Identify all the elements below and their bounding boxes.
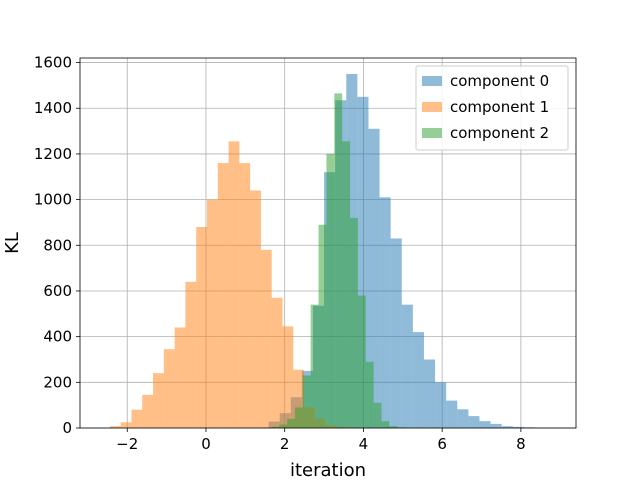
legend-entry-label: component 0 xyxy=(450,72,549,90)
x-tick-label: 0 xyxy=(201,435,211,453)
y-axis-label: KL xyxy=(2,232,23,254)
y-tick-label: 1200 xyxy=(34,145,72,163)
histogram-bar xyxy=(302,375,311,428)
legend-swatch xyxy=(422,102,442,112)
x-axis-label: iteration xyxy=(290,460,366,480)
histogram-bar xyxy=(163,349,175,428)
histogram-bar xyxy=(381,421,390,428)
histogram-bar xyxy=(326,153,335,429)
legend-entry-label: component 1 xyxy=(450,98,549,116)
x-tick-label: 8 xyxy=(516,435,526,453)
histogram-bar xyxy=(120,422,132,428)
x-tick-label: 2 xyxy=(280,435,290,453)
histogram-bar xyxy=(373,402,382,428)
histogram-bar xyxy=(260,249,272,428)
histogram-bar xyxy=(310,304,319,428)
histogram-bar xyxy=(412,332,424,428)
y-tick-label: 800 xyxy=(43,236,72,254)
histogram-bar xyxy=(271,426,280,428)
histogram-bar xyxy=(250,190,261,428)
histogram-bar xyxy=(365,361,374,428)
histogram-bar xyxy=(206,199,218,428)
x-tick-label: 6 xyxy=(437,435,447,453)
x-tick-label: −2 xyxy=(116,435,138,453)
histogram-bar xyxy=(279,424,288,428)
histogram-bar xyxy=(228,141,240,428)
histogram-bar xyxy=(350,217,358,428)
histogram-bar xyxy=(368,128,380,428)
histogram-bar xyxy=(357,96,369,429)
histogram-bar xyxy=(142,394,154,428)
histogram-bar xyxy=(357,295,366,428)
histogram-bar xyxy=(287,418,295,428)
histogram-bar xyxy=(423,359,436,428)
histogram-bar xyxy=(131,409,143,428)
histogram-bar xyxy=(457,409,469,428)
histogram-bar xyxy=(446,400,458,428)
legend-box xyxy=(415,65,569,151)
histogram-bar xyxy=(293,369,305,428)
series-2-bars xyxy=(271,93,406,429)
legend-swatch xyxy=(422,128,442,138)
histogram-bar xyxy=(217,163,229,429)
histogram-bar xyxy=(490,423,502,428)
histogram-bar xyxy=(401,304,413,428)
histogram-bar xyxy=(512,426,524,428)
y-tick-label: 600 xyxy=(43,282,72,300)
histogram-bar xyxy=(342,141,351,428)
y-tick-label: 1600 xyxy=(34,54,72,72)
histogram-bar xyxy=(389,426,398,428)
histogram-bar xyxy=(318,224,327,428)
histogram-bar xyxy=(479,421,491,428)
y-tick-label: 400 xyxy=(43,328,72,346)
histogram-bar xyxy=(390,238,402,428)
histogram-bar xyxy=(501,426,513,428)
histogram-bar xyxy=(239,163,251,429)
histogram-bar xyxy=(294,407,303,428)
y-tick-label: 1000 xyxy=(34,191,72,209)
legend-entry-label: component 2 xyxy=(450,124,549,142)
histogram-bars xyxy=(109,73,580,429)
legend: component 0 component 1 component 2 xyxy=(415,65,569,151)
histogram-bar xyxy=(196,227,207,428)
histogram-bar xyxy=(109,426,121,428)
histogram-bar xyxy=(185,281,197,428)
series-1-bars xyxy=(109,141,348,429)
x-axis-ticks: −2 0 2 4 6 8 xyxy=(116,428,526,453)
plot-area-frame xyxy=(79,57,577,429)
histogram-bar xyxy=(379,197,391,428)
y-tick-label: 0 xyxy=(62,419,72,437)
legend-swatch xyxy=(422,76,442,86)
histogram-bar xyxy=(174,327,186,428)
histogram-bar xyxy=(468,416,480,428)
histogram-bar xyxy=(271,297,283,428)
x-tick-label: 4 xyxy=(359,435,369,453)
histogram-bar xyxy=(435,382,447,428)
y-tick-label: 1400 xyxy=(34,99,72,117)
y-axis-ticks: 0 200 400 600 800 1000 1200 1400 1600 xyxy=(34,54,80,437)
histogram-bar xyxy=(153,373,164,428)
histogram-bar xyxy=(334,93,343,428)
histogram-bar xyxy=(282,326,294,428)
y-tick-label: 200 xyxy=(43,373,72,391)
